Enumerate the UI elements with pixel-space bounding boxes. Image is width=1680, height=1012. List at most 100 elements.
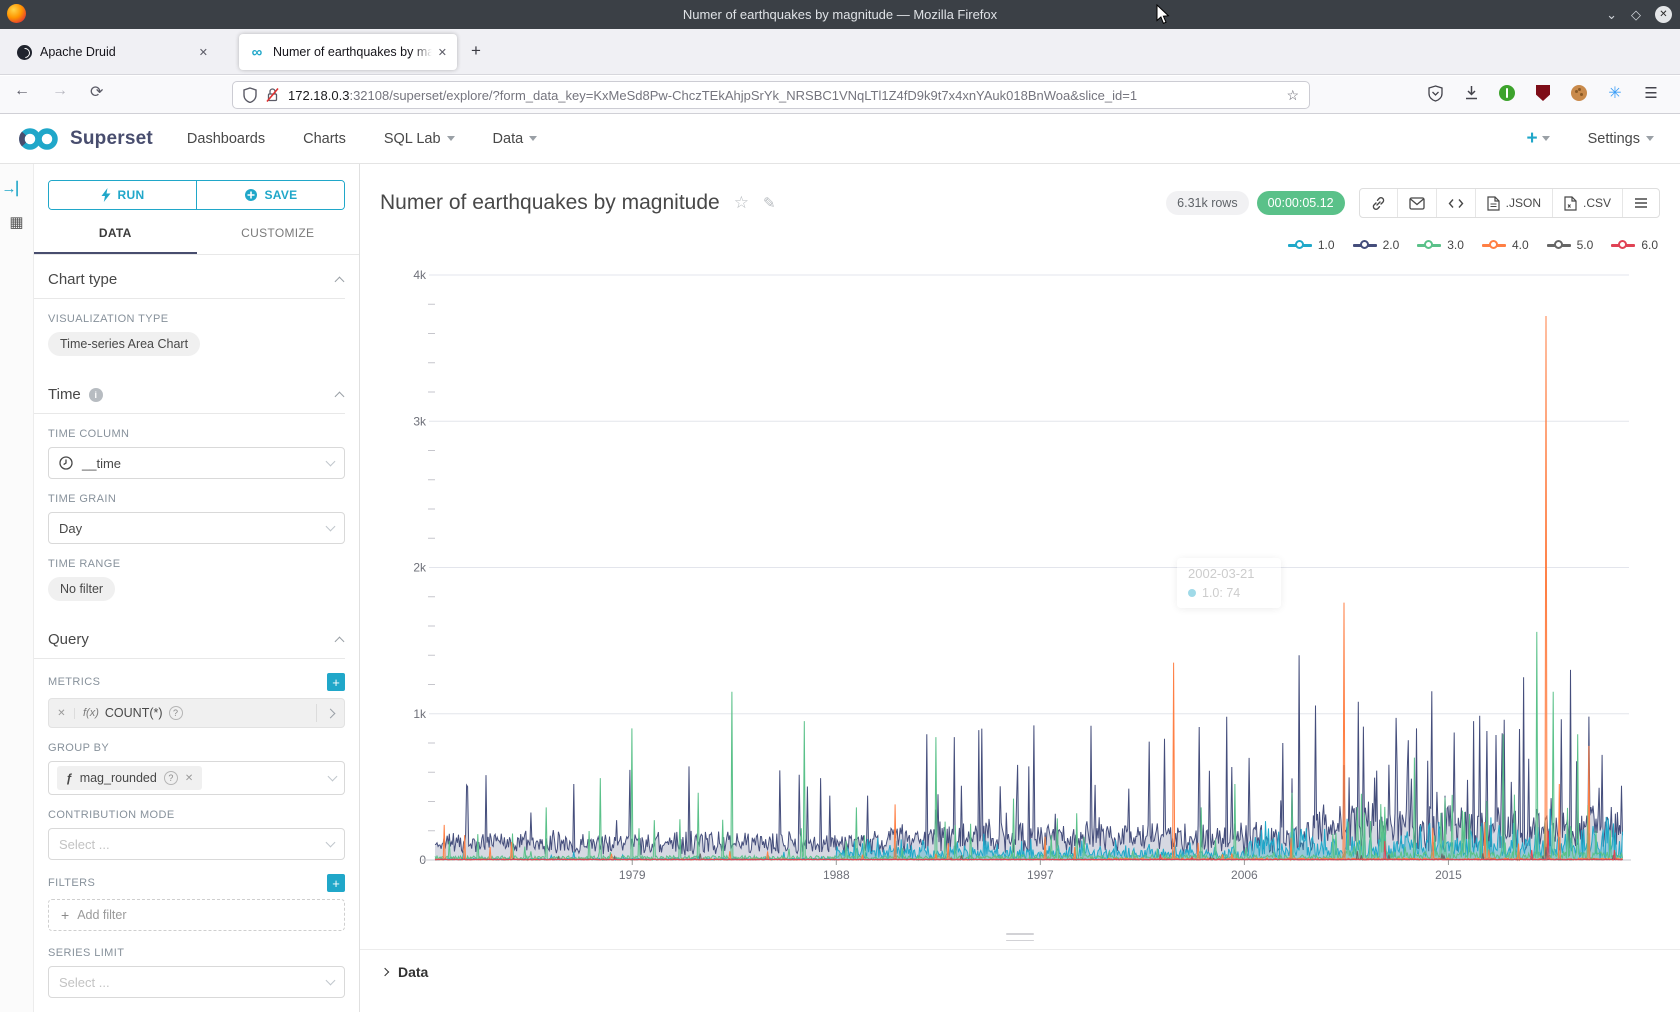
time-grain-select[interactable]: Day bbox=[48, 512, 345, 544]
back-button[interactable]: ← bbox=[14, 82, 30, 99]
extension-green-icon[interactable] bbox=[1498, 84, 1516, 102]
superset-logo[interactable]: Superset bbox=[16, 125, 153, 153]
chart-legend: 1.0 2.0 3.0 4.0 5.0 6.0 bbox=[1287, 238, 1658, 252]
chevron-down-icon bbox=[325, 521, 336, 532]
chevron-up-icon bbox=[334, 391, 345, 402]
tab-label: Apache Druid bbox=[40, 45, 193, 59]
panel-resize-handle[interactable] bbox=[1006, 933, 1034, 941]
more-options-button[interactable] bbox=[1622, 189, 1659, 217]
add-metric-button[interactable]: + bbox=[327, 673, 345, 691]
tab-close-icon[interactable]: ✕ bbox=[437, 46, 447, 59]
lightning-icon bbox=[101, 188, 111, 202]
insecure-lock-icon[interactable] bbox=[266, 87, 279, 103]
superset-navbar: Superset Dashboards Charts SQL Lab Data … bbox=[0, 114, 1680, 164]
tooltip-value: 1.0: 74 bbox=[1202, 586, 1241, 600]
time-grain-label: TIME GRAIN bbox=[48, 493, 117, 505]
legend-label: 3.0 bbox=[1447, 238, 1464, 252]
time-range-label: TIME RANGE bbox=[48, 558, 121, 570]
download-icon[interactable] bbox=[1462, 84, 1480, 102]
remove-groupby-icon[interactable]: ✕ bbox=[184, 772, 194, 784]
tracking-shield-icon[interactable] bbox=[243, 87, 257, 103]
group-by-pill[interactable]: ƒ mag_rounded ? ✕ bbox=[57, 766, 203, 790]
embed-code-button[interactable] bbox=[1435, 189, 1475, 217]
link-icon bbox=[1372, 196, 1384, 210]
metrics-label: METRICS bbox=[48, 676, 101, 688]
export-csv-button[interactable]: .CSV bbox=[1551, 189, 1622, 217]
save-button[interactable]: SAVE bbox=[196, 181, 344, 209]
time-column-label: TIME COLUMN bbox=[48, 428, 130, 440]
section-query[interactable]: Query bbox=[34, 615, 359, 658]
clock-icon bbox=[59, 456, 73, 470]
collapsed-dataset-strip: →⎸ ▦ bbox=[0, 164, 34, 1012]
help-icon: ? bbox=[163, 771, 178, 785]
minimize-button[interactable]: ⌄ bbox=[1606, 7, 1617, 22]
ublock-shield-icon[interactable] bbox=[1534, 84, 1552, 102]
legend-item-4.0[interactable]: 4.0 bbox=[1481, 238, 1529, 252]
tab-superset-chart[interactable]: ∞ Numer of earthquakes by ma ✕ bbox=[239, 34, 457, 70]
remove-metric-icon[interactable]: ✕ bbox=[49, 707, 75, 719]
time-range-value[interactable]: No filter bbox=[48, 577, 116, 601]
legend-item-1.0[interactable]: 1.0 bbox=[1287, 238, 1335, 252]
help-icon: ? bbox=[168, 706, 183, 720]
close-button[interactable]: ✕ bbox=[1655, 6, 1672, 23]
contribution-mode-select[interactable]: Select ... bbox=[48, 828, 345, 860]
legend-item-6.0[interactable]: 6.0 bbox=[1611, 238, 1658, 252]
extension-pinwheel-icon[interactable]: ✳ bbox=[1608, 85, 1622, 102]
expand-metric-icon[interactable] bbox=[316, 704, 344, 722]
series-limit-select[interactable]: Select ... bbox=[48, 966, 345, 998]
nav-dashboards[interactable]: Dashboards bbox=[186, 130, 266, 147]
group-by-label: GROUP BY bbox=[48, 742, 110, 754]
results-pane-header[interactable]: Data bbox=[360, 950, 1680, 980]
row-count-badge: 6.31k rows bbox=[1166, 191, 1249, 215]
caret-down-icon bbox=[1541, 136, 1550, 141]
email-button[interactable] bbox=[1396, 189, 1436, 217]
mouse-cursor bbox=[1156, 4, 1170, 24]
cookie-icon[interactable] bbox=[1570, 84, 1588, 102]
viz-type-label: VISUALIZATION TYPE bbox=[48, 313, 169, 325]
favorite-star-icon[interactable]: ☆ bbox=[733, 193, 749, 212]
edit-properties-icon[interactable]: ✎ bbox=[762, 195, 776, 212]
group-by-select[interactable]: ƒ mag_rounded ? ✕ bbox=[48, 761, 345, 795]
section-time[interactable]: Time i bbox=[34, 370, 359, 413]
menu-icon[interactable]: ☰ bbox=[1644, 85, 1658, 102]
reload-button[interactable]: ⟳ bbox=[90, 84, 104, 101]
legend-item-5.0[interactable]: 5.0 bbox=[1546, 238, 1593, 252]
x-axis-label: 1979 bbox=[619, 868, 646, 882]
legend-item-2.0[interactable]: 2.0 bbox=[1352, 238, 1399, 252]
query-timer-badge: 00:00:05.12 bbox=[1256, 191, 1345, 215]
share-link-button[interactable] bbox=[1360, 189, 1397, 217]
tab-close-icon[interactable]: ✕ bbox=[198, 46, 208, 59]
forward-button[interactable]: → bbox=[52, 82, 68, 99]
x-axis-label: 1988 bbox=[823, 868, 850, 882]
x-axis-label: 2006 bbox=[1231, 868, 1258, 882]
viz-type-value[interactable]: Time-series Area Chart bbox=[48, 332, 201, 356]
new-tab-button[interactable]: + bbox=[471, 41, 481, 60]
legend-marker-icon bbox=[1481, 240, 1506, 250]
nav-charts[interactable]: Charts bbox=[303, 130, 346, 147]
nav-data[interactable]: Data bbox=[493, 131, 538, 147]
legend-item-3.0[interactable]: 3.0 bbox=[1417, 238, 1464, 252]
chart-control-panel: RUN SAVE DATA CUSTOMIZE Chart type VISUA… bbox=[34, 164, 360, 1012]
section-chart-type[interactable]: Chart type bbox=[34, 255, 359, 298]
export-json-button[interactable]: .JSON bbox=[1474, 189, 1552, 217]
time-column-select[interactable]: __time bbox=[48, 447, 345, 479]
expand-panel-icon[interactable]: →⎸ bbox=[1, 180, 32, 197]
tab-data[interactable]: DATA bbox=[34, 216, 197, 254]
metric-count-pill[interactable]: ✕ f(x) COUNT(*) ? bbox=[48, 698, 345, 728]
pocket-shield-icon[interactable] bbox=[1426, 84, 1444, 102]
superset-favicon-icon: ∞ bbox=[251, 43, 263, 61]
add-filter-button[interactable]: + bbox=[327, 874, 345, 892]
nav-sql-lab[interactable]: SQL Lab bbox=[384, 131, 455, 147]
dataset-grid-icon[interactable]: ▦ bbox=[9, 214, 24, 231]
settings-menu[interactable]: Settings bbox=[1588, 131, 1654, 147]
new-item-button[interactable]: + bbox=[1526, 128, 1550, 150]
address-bar[interactable]: 172.18.0.3:32108/superset/explore/?form_… bbox=[232, 81, 1310, 109]
tab-customize[interactable]: CUSTOMIZE bbox=[241, 226, 315, 240]
run-button[interactable]: RUN bbox=[49, 181, 196, 209]
tab-apache-druid[interactable]: Apache Druid ✕ bbox=[6, 34, 218, 70]
svg-text:4k: 4k bbox=[413, 268, 427, 282]
maximize-button[interactable]: ◇ bbox=[1631, 7, 1641, 22]
bookmark-star-icon[interactable]: ☆ bbox=[1286, 86, 1299, 103]
add-filter-dropzone[interactable]: + Add filter bbox=[48, 899, 345, 931]
